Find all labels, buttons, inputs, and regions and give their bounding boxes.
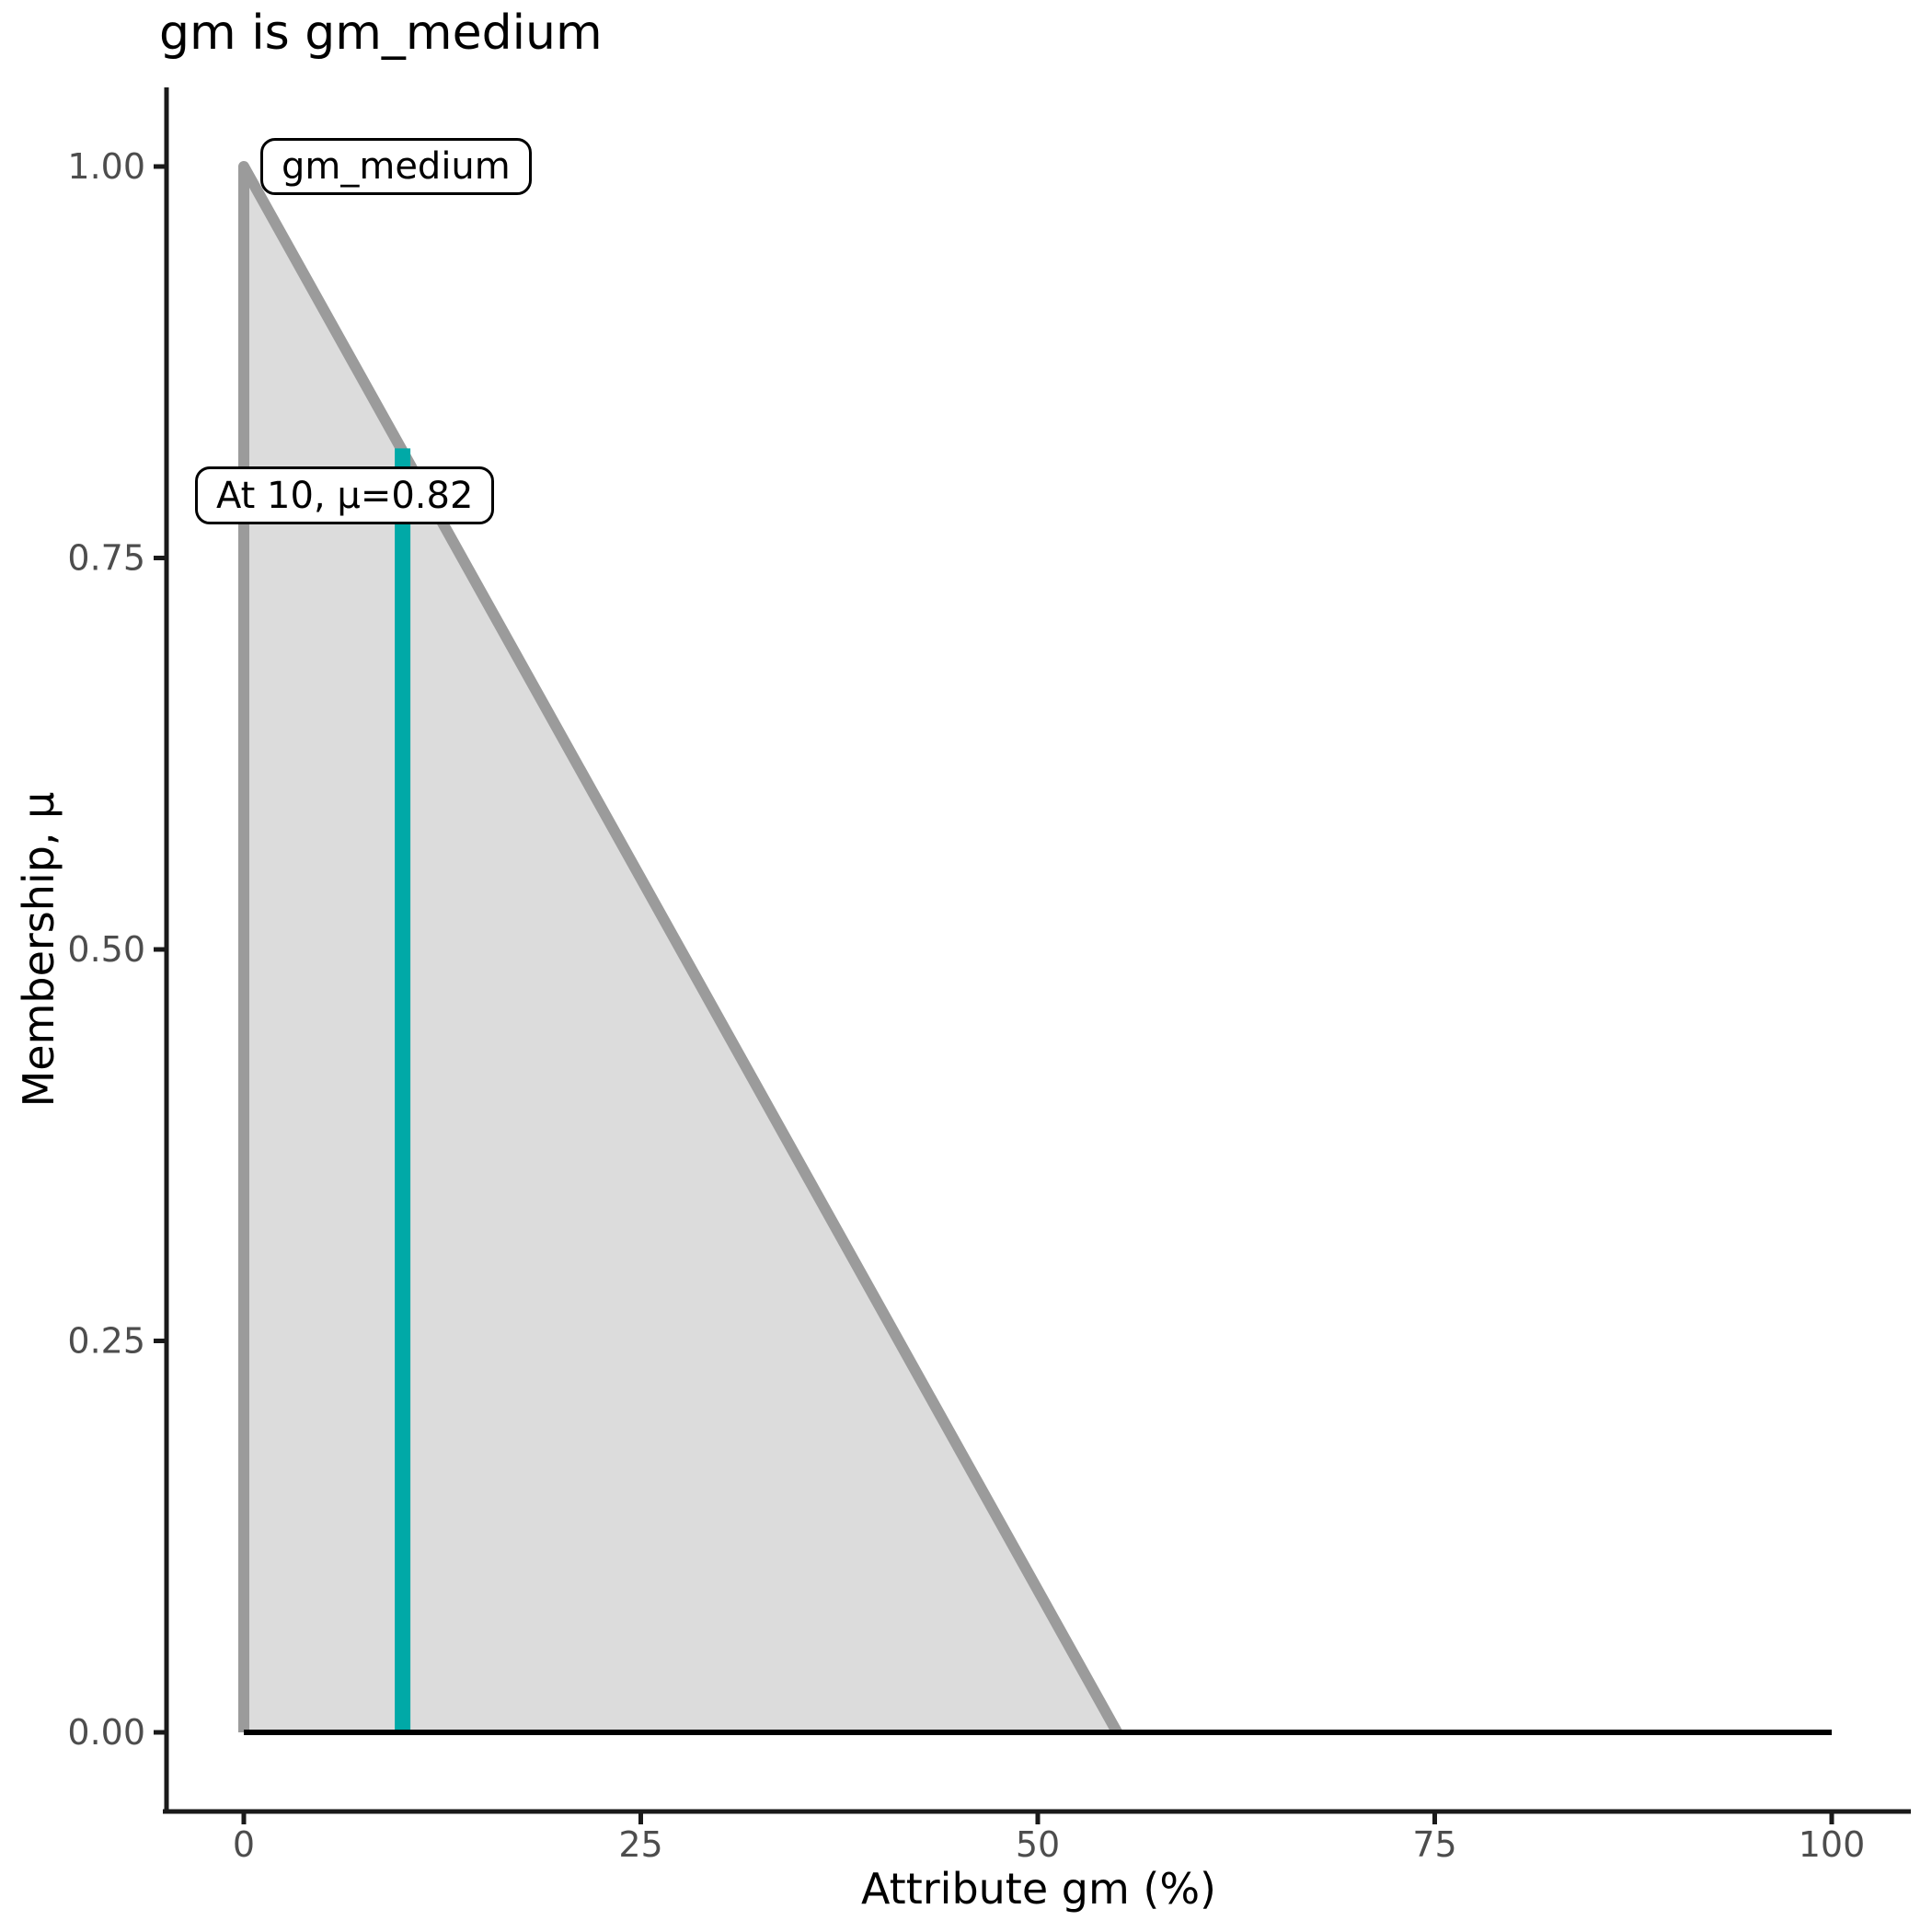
y-tick-label: 0.25 (67, 1321, 145, 1362)
y-tick-label: 1.00 (67, 146, 145, 187)
x-axis-title: Attribute gm (%) (861, 1864, 1216, 1914)
x-tick-label: 75 (1412, 1824, 1456, 1865)
point-value-text: At 10, μ=0.82 (216, 474, 474, 517)
y-axis-title: Membership, μ (14, 791, 63, 1108)
chart-title: gm is gm_medium (159, 6, 603, 61)
x-tick-label: 100 (1799, 1824, 1866, 1865)
set-label-text: gm_medium (282, 145, 511, 188)
point-value-annotation: At 10, μ=0.82 (195, 466, 495, 524)
set-label-annotation: gm_medium (260, 138, 532, 195)
y-tick-label: 0.50 (67, 929, 145, 970)
y-tick-label: 0.75 (67, 538, 145, 579)
x-tick-label: 0 (233, 1824, 255, 1865)
x-tick-label: 50 (1016, 1824, 1060, 1865)
y-tick-label: 0.00 (67, 1712, 145, 1753)
membership-outline (238, 161, 1122, 1735)
x-tick-label: 25 (618, 1824, 662, 1865)
